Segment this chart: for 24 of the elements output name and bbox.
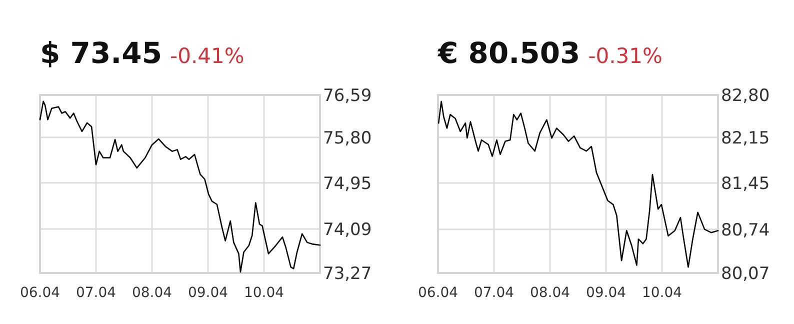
y-tick-label: 76,59 (323, 86, 372, 106)
chart-subtitle: -0.31% (588, 44, 662, 68)
y-tick-label: 74,95 (323, 174, 372, 194)
x-tick-label: 10.04 (642, 285, 682, 301)
y-tick-label: 75,80 (323, 128, 372, 148)
x-tick-label: 06.04 (20, 285, 60, 301)
chart-title: € 80.503 (437, 36, 580, 70)
y-tick-label: 82,15 (721, 128, 770, 148)
y-tick-label: 80,74 (721, 220, 770, 240)
x-tick-label: 08.04 (132, 285, 172, 301)
x-tick-label: 06.04 (418, 285, 458, 301)
y-tick-label: 81,45 (721, 174, 770, 194)
x-tick-label: 07.04 (76, 285, 116, 301)
chart-title: $ 73.45 (40, 36, 162, 70)
x-tick-label: 08.04 (530, 285, 570, 301)
x-tick-label: 10.04 (244, 285, 284, 301)
y-tick-label: 80,07 (721, 264, 770, 284)
x-tick-label: 09.04 (586, 285, 626, 301)
x-tick-label: 09.04 (188, 285, 228, 301)
x-tick-label: 07.04 (474, 285, 514, 301)
chart-subtitle: -0.41% (170, 44, 244, 68)
y-tick-label: 82,80 (721, 86, 770, 106)
y-tick-label: 73,27 (323, 264, 372, 284)
y-tick-label: 74,09 (323, 220, 372, 240)
